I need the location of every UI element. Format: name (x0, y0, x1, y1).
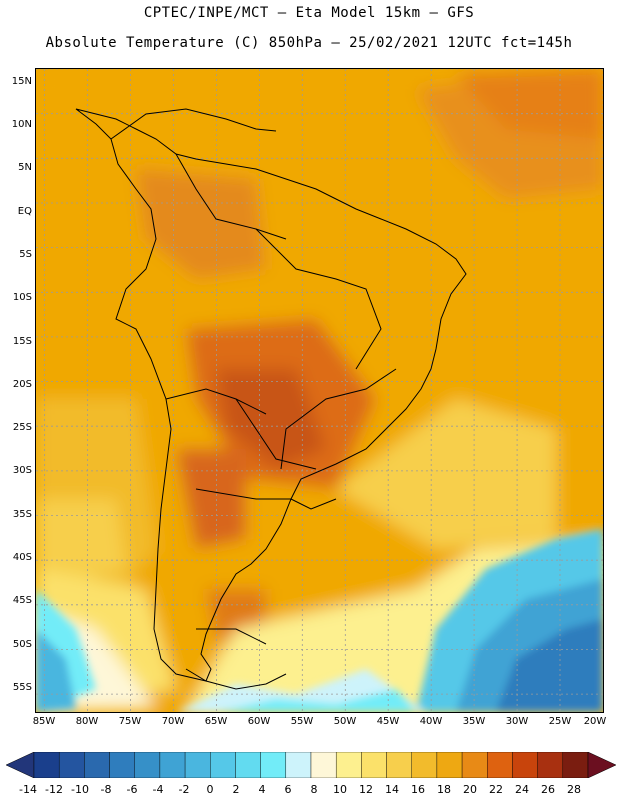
colorbar-label: -2 (178, 783, 190, 796)
colorbar-box (260, 752, 287, 778)
colorbar-box (235, 752, 261, 778)
colorbar-box (411, 752, 438, 778)
colorbar-box (134, 752, 161, 778)
cold-air-field (36, 529, 603, 712)
colorbar-box (184, 752, 211, 778)
colorbar-label: -4 (152, 783, 164, 796)
colorbar-label: 2 (232, 783, 240, 796)
lat-label-35s: 35S (12, 509, 32, 520)
lat-label-5s: 5S (19, 249, 32, 260)
temperature-field (36, 69, 603, 712)
colorbar-box (159, 752, 186, 778)
colorbar-box (84, 752, 110, 778)
colorbar-label: 20 (463, 783, 477, 796)
chart-title-line1: CPTEC/INPE/MCT – Eta Model 15km – GFS (143, 5, 475, 21)
coastlines (75, 108, 467, 690)
graticule (36, 69, 603, 712)
colorbar-box (512, 752, 538, 778)
colorbar-box (33, 752, 60, 778)
colorbar-label: 6 (284, 783, 292, 796)
lat-label-eq: EQ (17, 206, 32, 217)
colorbar (6, 752, 616, 778)
colorbar-box (537, 752, 564, 778)
colorbar-over-arrow (587, 752, 616, 778)
chart-title-line2: Absolute Temperature (C) 850hPa – 25/02/… (45, 35, 573, 51)
lat-label-40s: 40S (12, 552, 32, 563)
lat-label-45s: 45S (12, 595, 32, 606)
colorbar-boxes (33, 752, 589, 778)
lon-label-55w: 55W (290, 716, 314, 727)
lat-label-15s: 15S (12, 336, 32, 347)
lon-label-25w: 25W (548, 716, 572, 727)
lat-label-10n: 10N (11, 119, 32, 130)
colorbar-label: 18 (437, 783, 451, 796)
colorbar-label: 14 (385, 783, 399, 796)
colorbar-label: 24 (515, 783, 529, 796)
colorbar-label: -10 (71, 783, 89, 796)
lon-label-35w: 35W (462, 716, 486, 727)
colorbar-box (562, 752, 589, 778)
temperature-map (35, 68, 604, 713)
lon-label-50w: 50W (333, 716, 357, 727)
colorbar-label: -8 (100, 783, 112, 796)
lat-label-10s: 10S (12, 292, 32, 303)
lon-label-60w: 60W (247, 716, 271, 727)
colorbar-box (461, 752, 488, 778)
colorbar-label: -6 (126, 783, 138, 796)
map-canvas (36, 69, 603, 712)
colorbar-label: 22 (489, 783, 503, 796)
colorbar-label: 8 (310, 783, 318, 796)
colorbar-label: 26 (541, 783, 555, 796)
colorbar-box (109, 752, 135, 778)
lon-label-70w: 70W (161, 716, 185, 727)
colorbar-box (386, 752, 412, 778)
lat-label-50s: 50S (12, 639, 32, 650)
lat-label-15n: 15N (11, 76, 32, 87)
colorbar-label: 4 (258, 783, 266, 796)
colorbar-label: 10 (333, 783, 347, 796)
lon-label-40w: 40W (419, 716, 443, 727)
lat-label-25s: 25S (12, 422, 32, 433)
lon-label-45w: 45W (376, 716, 400, 727)
colorbar-label: 16 (411, 783, 425, 796)
lon-label-20w: 20W (583, 716, 607, 727)
colorbar-box (335, 752, 362, 778)
colorbar-label: 28 (567, 783, 581, 796)
lon-label-85w: 85W (32, 716, 56, 727)
colorbar-box (58, 752, 85, 778)
colorbar-label: 0 (206, 783, 214, 796)
colorbar-label: 12 (359, 783, 373, 796)
lat-label-20s: 20S (12, 379, 32, 390)
colorbar-box (285, 752, 312, 778)
colorbar-box (210, 752, 236, 778)
lon-label-80w: 80W (75, 716, 99, 727)
colorbar-label: -14 (19, 783, 37, 796)
lat-label-55s: 55S (12, 682, 32, 693)
colorbar-box (361, 752, 387, 778)
lat-label-5n: 5N (18, 162, 32, 173)
colorbar-box (310, 752, 337, 778)
colorbar-box (436, 752, 463, 778)
colorbar-label: -12 (45, 783, 63, 796)
lon-label-75w: 75W (118, 716, 142, 727)
lat-label-30s: 30S (12, 465, 32, 476)
lon-label-65w: 65W (204, 716, 228, 727)
colorbar-box (487, 752, 513, 778)
lon-label-30w: 30W (505, 716, 529, 727)
colorbar-under-arrow (6, 752, 35, 778)
